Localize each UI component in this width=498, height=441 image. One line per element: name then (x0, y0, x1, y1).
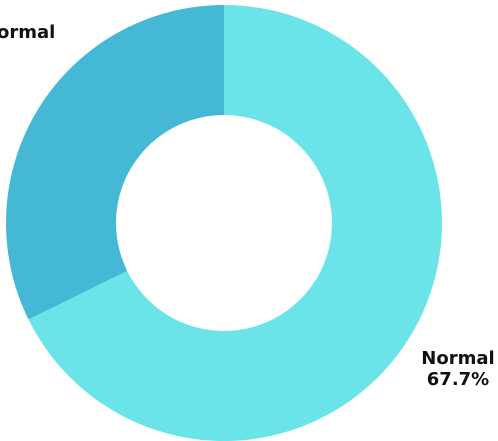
slice-label-1-line-0: ormal (0, 22, 55, 43)
donut-slice-normal (28, 5, 443, 441)
slice-label-0-line-0: Normal (421, 348, 494, 369)
slice-label-0-line-1: 67.7% (427, 369, 489, 390)
donut-slice-abnormal (5, 5, 225, 320)
donut-slices (5, 5, 443, 441)
